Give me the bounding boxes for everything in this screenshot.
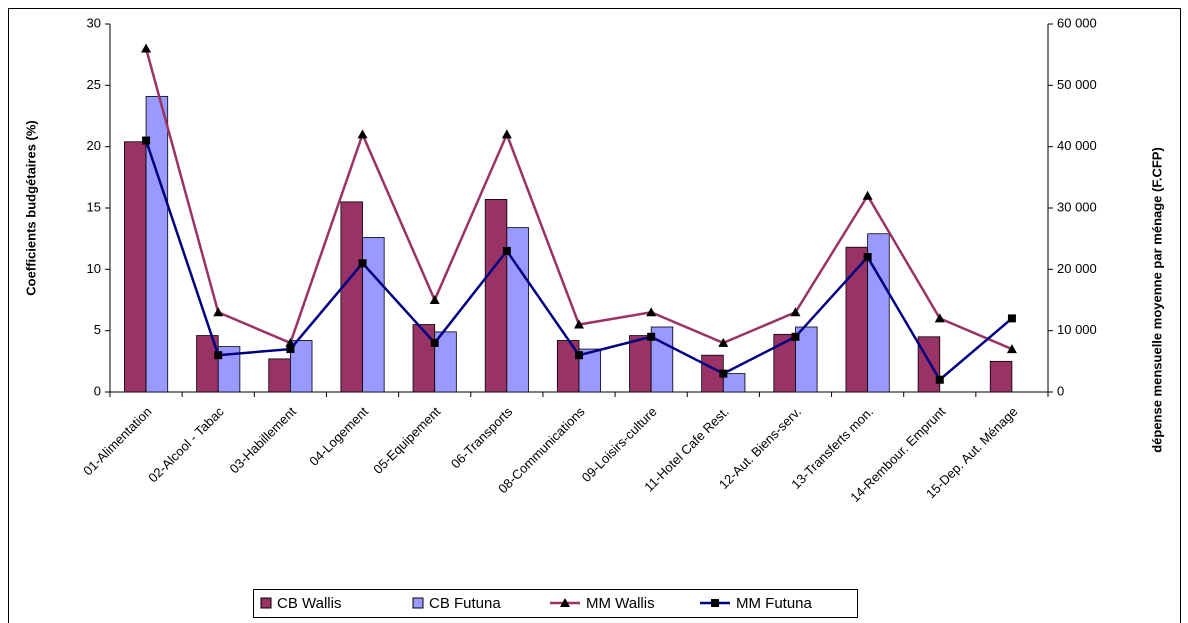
x-tick-label: 05-Equipement [370, 404, 443, 477]
bar [362, 237, 385, 393]
x-tick-label: 03-Habillement [227, 404, 300, 477]
marker [142, 136, 151, 145]
legend-label: MM Wallis [586, 595, 655, 612]
bar [268, 358, 291, 393]
marker [357, 129, 368, 139]
bar [867, 233, 890, 393]
y2-tick-label: 0 [1057, 383, 1064, 398]
x-tick-label: 04-Logement [306, 404, 371, 469]
bar [484, 199, 508, 393]
legend-swatch [412, 597, 424, 609]
y-tick-label: 30 [87, 15, 101, 30]
marker [646, 307, 657, 317]
y2-tick-label: 50 000 [1057, 77, 1097, 92]
marker [502, 246, 511, 255]
bar [217, 346, 241, 393]
y-tick-label: 10 [87, 261, 101, 276]
x-tick-label: 06-Transports [448, 404, 516, 472]
bar [289, 340, 313, 393]
legend-label: MM Futuna [736, 595, 813, 612]
marker [647, 332, 656, 341]
legend-label: CB Wallis [277, 595, 341, 612]
y-tick-label: 20 [87, 138, 101, 153]
bar [795, 326, 818, 393]
bar [340, 201, 363, 393]
marker [574, 319, 584, 329]
y-tick-label: 0 [94, 383, 101, 398]
marker [718, 337, 729, 347]
bar [556, 340, 580, 393]
bar [434, 331, 457, 393]
bar [578, 348, 602, 393]
y2-tick-label: 10 000 [1057, 322, 1097, 337]
y-axis-title: Coefficients budgétaires (%) [23, 120, 38, 296]
marker [863, 253, 872, 262]
x-tick-label: 09-Loisirs-culture [579, 404, 660, 485]
marker [1007, 314, 1016, 323]
marker [358, 259, 367, 268]
bar [506, 227, 529, 393]
marker [791, 332, 800, 341]
marker [429, 295, 440, 304]
marker [286, 345, 295, 354]
marker [430, 338, 439, 347]
marker [501, 129, 512, 139]
legend-marker [711, 599, 719, 607]
bar [722, 373, 746, 393]
legend-label: CB Futuna [429, 595, 501, 612]
marker [213, 307, 224, 317]
bar [629, 335, 652, 393]
marker [719, 369, 728, 378]
bar [124, 141, 147, 393]
x-tick-label: 01-Alimentation [80, 404, 154, 478]
marker [862, 190, 873, 200]
bar [650, 326, 674, 393]
y2-tick-label: 30 000 [1057, 199, 1097, 214]
y-tick-label: 5 [94, 322, 101, 337]
marker [935, 375, 944, 384]
bar [989, 360, 1013, 393]
marker [141, 43, 152, 53]
bar [145, 95, 169, 393]
marker [214, 351, 223, 360]
y-tick-label: 15 [87, 199, 101, 214]
x-tick-label: 02-Alcool - Tabac [145, 404, 227, 486]
y2-tick-label: 20 000 [1057, 261, 1097, 276]
y2-axis-title: dépense mensuelle moyenne par ménage (F.… [1149, 147, 1164, 453]
marker [790, 307, 801, 317]
bar [412, 324, 436, 393]
y2-tick-label: 60 000 [1057, 15, 1097, 30]
marker [575, 351, 583, 360]
y2-tick-label: 40 000 [1057, 138, 1097, 153]
y-tick-label: 25 [87, 77, 101, 92]
chart-frame [8, 8, 1181, 623]
marker [1006, 344, 1017, 354]
legend-marker [560, 598, 570, 607]
legend-swatch [260, 597, 272, 609]
marker [934, 313, 945, 323]
